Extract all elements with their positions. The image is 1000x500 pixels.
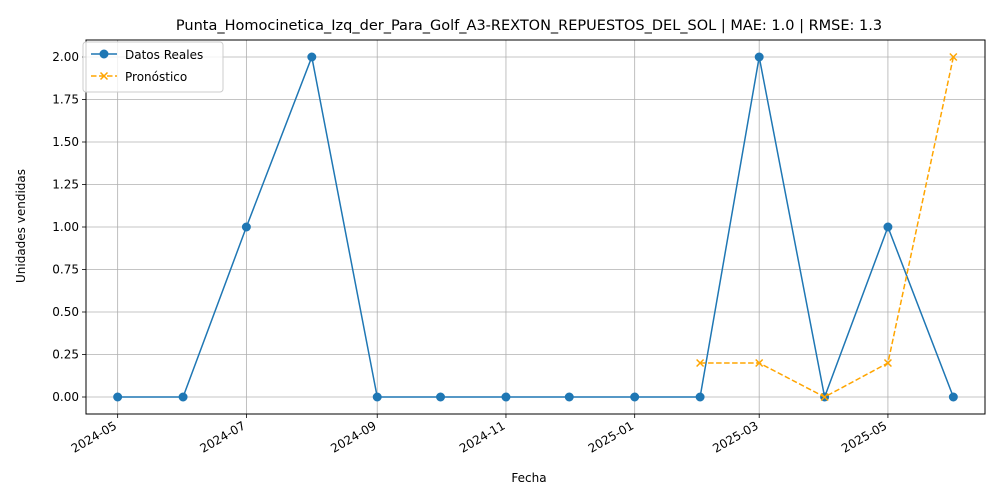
data-point xyxy=(436,392,446,402)
data-point xyxy=(820,392,829,402)
y-tick-label: 1.00 xyxy=(52,220,79,234)
legend-swatch-marker xyxy=(99,49,109,59)
series-layer xyxy=(113,52,958,402)
series-line xyxy=(117,54,955,400)
data-point xyxy=(883,222,893,232)
legend-label-forecast: Pronóstico xyxy=(125,70,187,84)
data-point xyxy=(630,392,640,402)
series-actual xyxy=(113,52,958,402)
y-tick-label: 0.50 xyxy=(52,305,79,319)
y-tick-label: 1.75 xyxy=(52,93,79,107)
y-tick-label: 1.25 xyxy=(52,178,79,192)
data-point xyxy=(241,222,251,232)
data-point xyxy=(949,52,958,62)
legend: Datos Reales Pronóstico xyxy=(82,41,224,93)
data-point xyxy=(696,358,705,368)
data-point xyxy=(883,358,892,368)
x-axis-label: Fecha xyxy=(511,471,546,485)
data-point xyxy=(754,52,764,62)
data-point xyxy=(755,358,764,368)
data-point xyxy=(113,392,123,402)
legend-items xyxy=(91,49,117,81)
y-tick-label: 0.25 xyxy=(52,348,79,362)
data-point xyxy=(695,392,705,402)
y-tick-label: 0.75 xyxy=(52,263,79,277)
y-tick-label: 0.00 xyxy=(52,390,79,404)
chart-title: Punta_Homocinetica_Izq_der_Para_Golf_A3-… xyxy=(176,18,882,34)
data-point xyxy=(307,52,317,62)
y-tick-label: 1.50 xyxy=(52,135,79,149)
y-axis: 0.00 0.25 0.50 0.75 1.00 1.25 1.50 1.75 2.00 xyxy=(52,50,86,404)
grid xyxy=(86,40,985,414)
legend-swatch-marker xyxy=(99,71,109,81)
series-forecast xyxy=(696,52,958,402)
legend-label-actual: Datos Reales xyxy=(125,48,203,62)
data-point xyxy=(372,392,382,402)
data-point xyxy=(501,392,511,402)
data-point xyxy=(178,392,188,402)
y-axis-label: Unidades vendidas xyxy=(14,169,28,283)
data-point xyxy=(564,392,574,402)
data-point xyxy=(948,392,958,402)
legend-box xyxy=(82,41,224,93)
y-tick-label: 2.00 xyxy=(52,50,79,64)
